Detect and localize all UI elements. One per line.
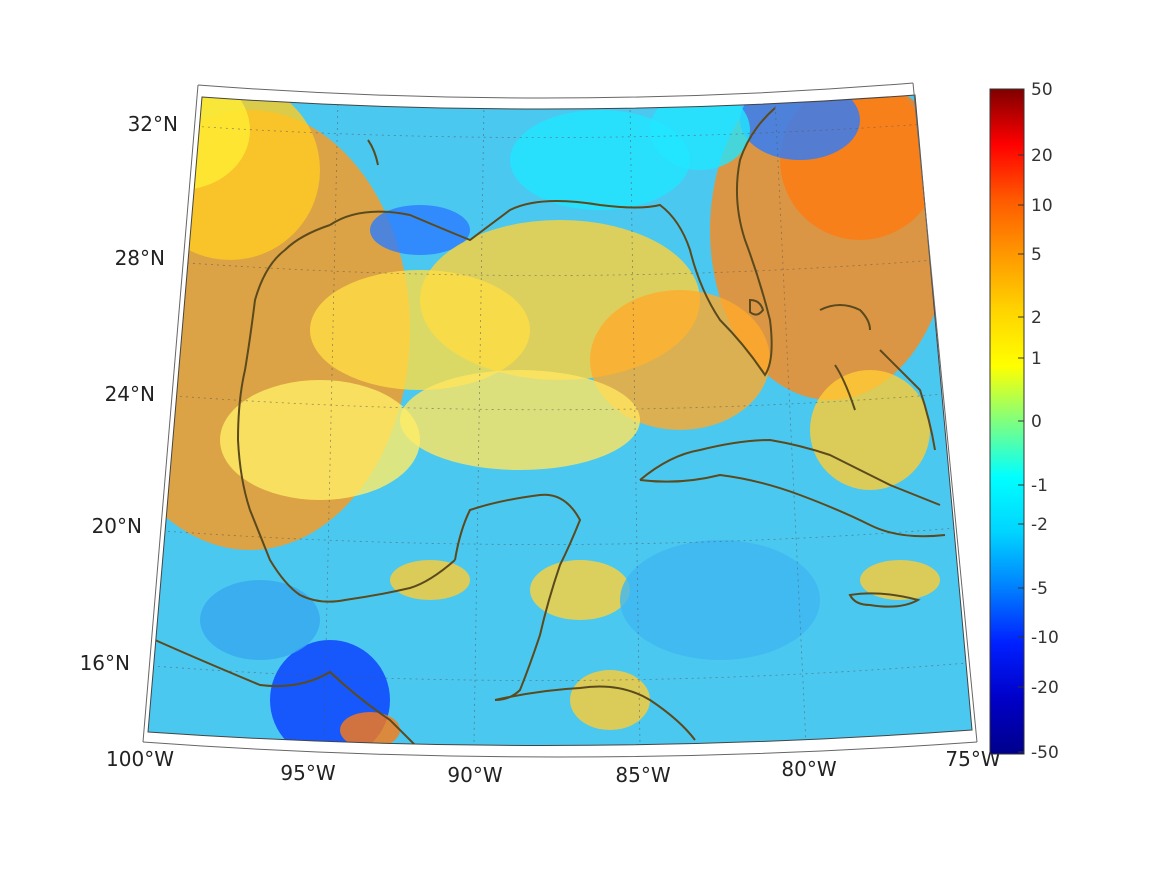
lat-label: 16°N [80, 651, 130, 675]
lat-label: 32°N [128, 112, 178, 136]
colorbar-tick-label: -1 [1031, 476, 1048, 496]
colorbar-tick-label: 2 [1031, 308, 1042, 328]
frame-top [197, 82, 914, 99]
field-anomaly [860, 560, 940, 600]
field-anomaly [340, 712, 400, 746]
colorbar-tick-label: 50 [1031, 80, 1053, 100]
frame-left [142, 84, 199, 743]
lon-label: 85°W [615, 763, 670, 787]
field-anomaly [390, 560, 470, 600]
field-anomaly [620, 540, 820, 660]
field-anomaly [650, 95, 750, 170]
lon-label: 100°W [106, 747, 174, 771]
field-anomaly [400, 370, 640, 470]
data-field [148, 95, 972, 746]
field-anomaly [570, 670, 650, 730]
colorbar-tick-label: -2 [1031, 515, 1048, 535]
colorbar-tick-label: 20 [1031, 146, 1053, 166]
colorbar-tick-label: -20 [1031, 678, 1059, 698]
field-anomaly [310, 270, 530, 390]
colorbar-tick-label: 1 [1031, 349, 1042, 369]
lon-label: 80°W [781, 757, 836, 781]
colorbar-tick-label: -10 [1031, 628, 1059, 648]
lat-label: 20°N [92, 514, 142, 538]
colorbar-tick-label: 5 [1031, 245, 1042, 265]
lon-label: 95°W [280, 761, 335, 785]
field-anomaly [220, 380, 420, 500]
colorbar-tick-label: 0 [1031, 412, 1042, 432]
frame-bottom [142, 741, 978, 758]
colorbar-tick-label: -5 [1031, 579, 1048, 599]
field-anomaly [740, 95, 860, 160]
coastline [154, 107, 946, 746]
field-anomaly [530, 560, 630, 620]
field-anomaly [810, 370, 930, 490]
colorbar-tick-label: 10 [1031, 196, 1053, 216]
field-anomaly [510, 110, 690, 210]
field-anomaly [370, 205, 470, 255]
latitude-labels: 32°N 28°N 24°N 20°N 16°N [80, 112, 178, 675]
map-border [147, 94, 973, 747]
frame-right [912, 82, 978, 743]
graticule [148, 97, 968, 746]
longitude-labels: 100°W 95°W 90°W 85°W 80°W 75°W [106, 747, 1001, 787]
lat-label: 28°N [115, 246, 165, 270]
lon-label: 90°W [447, 763, 502, 787]
colorbar-tick-label: -50 [1031, 743, 1059, 763]
lat-label: 24°N [105, 382, 155, 406]
field-anomaly [200, 580, 320, 660]
